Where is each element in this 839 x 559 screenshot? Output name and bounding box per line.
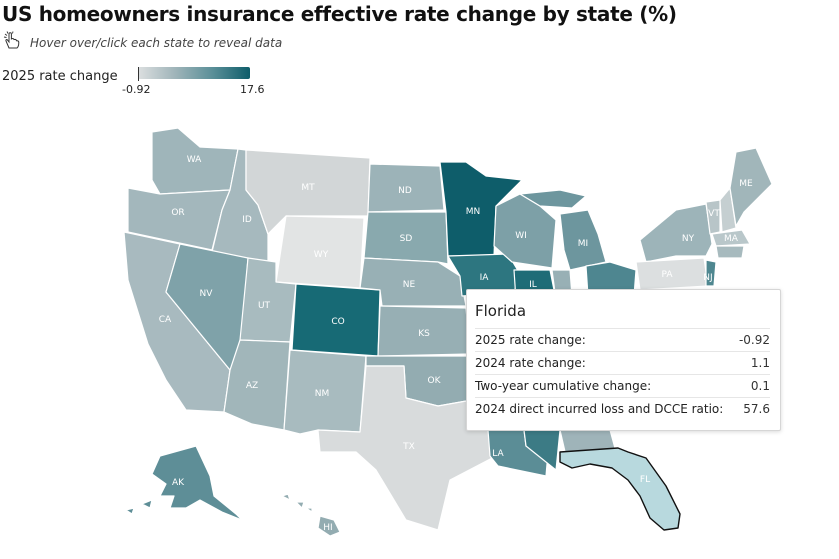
state-nh[interactable]: [719, 187, 737, 233]
label-ks: KS: [418, 329, 430, 339]
label-ok: OK: [428, 376, 442, 386]
state-ma[interactable]: [711, 229, 751, 247]
label-wa: WA: [187, 155, 202, 165]
label-wi: WI: [515, 231, 527, 241]
state-tx[interactable]: [317, 365, 497, 531]
state-hi[interactable]: [317, 515, 341, 537]
label-ne: NE: [403, 280, 416, 290]
pointer-hand-icon: [2, 30, 24, 55]
label-il: IL: [529, 280, 537, 290]
state-upper-mi[interactable]: [519, 189, 587, 209]
state-mi[interactable]: [559, 209, 607, 271]
label-hi: HI: [323, 523, 332, 533]
label-mi: MI: [578, 239, 588, 249]
tooltip-row-value: -0.92: [738, 333, 770, 347]
legend-color-scale: [138, 67, 250, 79]
tooltip-title: Florida: [475, 302, 527, 320]
state-vt[interactable]: [705, 199, 721, 235]
chart-title: US homeowners insurance effective rate c…: [2, 2, 677, 26]
state-fl[interactable]: [559, 447, 681, 531]
state-ne[interactable]: [359, 257, 467, 307]
label-me: ME: [739, 179, 753, 189]
label-vt: VT: [708, 209, 720, 219]
label-la: LA: [492, 449, 504, 459]
label-tx: TX: [402, 442, 415, 452]
label-co: CO: [331, 317, 344, 327]
tooltip-row-label: 2024 direct incurred loss and DCCE ratio…: [475, 402, 724, 416]
tooltip-row-label: Two-year cumulative change:: [475, 379, 652, 393]
state-me[interactable]: [729, 147, 773, 227]
tooltip-row-value: 1.1: [750, 356, 770, 370]
hint-text: Hover over/click each state to reveal da…: [30, 35, 283, 50]
state-hi-islands[interactable]: [281, 493, 313, 513]
tooltip-row: 2024 direct incurred loss and DCCE ratio…: [475, 397, 770, 420]
state-nd[interactable]: [367, 163, 445, 213]
label-nv: NV: [200, 289, 214, 299]
tooltip-row-value: 57.6: [743, 402, 770, 416]
legend-max: 17.6: [240, 83, 265, 96]
state-tooltip: Florida 2025 rate change: -0.92 2024 rat…: [466, 289, 781, 431]
tooltip-row-value: 0.1: [750, 379, 770, 393]
label-az: AZ: [246, 381, 258, 391]
state-ak-chain[interactable]: [125, 499, 153, 515]
legend-marker: [138, 67, 139, 81]
legend-min: -0.92: [122, 83, 151, 96]
label-or: OR: [171, 208, 184, 218]
label-ak: AK: [172, 478, 185, 488]
label-nd: ND: [398, 186, 412, 196]
label-nj: NJ: [703, 273, 712, 283]
state-sd[interactable]: [363, 211, 449, 265]
state-ak[interactable]: [151, 445, 243, 521]
hint: Hover over/click each state to reveal da…: [2, 30, 282, 55]
label-ia: IA: [480, 273, 490, 283]
state-ny[interactable]: [639, 203, 713, 263]
tooltip-row-label: 2024 rate change:: [475, 356, 586, 370]
label-nm: NM: [315, 389, 330, 399]
tooltip-row: 2025 rate change: -0.92: [475, 328, 770, 351]
label-mt: MT: [301, 183, 315, 193]
legend-label: 2025 rate change: [2, 69, 118, 84]
label-ut: UT: [258, 301, 271, 311]
label-pa: PA: [661, 270, 673, 280]
label-sd: SD: [400, 234, 413, 244]
label-mn: MN: [466, 207, 481, 217]
label-ny: NY: [682, 234, 695, 244]
state-nj[interactable]: [705, 259, 717, 287]
tooltip-row: 2024 rate change: 1.1: [475, 351, 770, 374]
tooltip-row-label: 2025 rate change:: [475, 333, 586, 347]
label-ca: CA: [159, 315, 172, 325]
state-ct-ri[interactable]: [715, 245, 745, 259]
tooltip-row: Two-year cumulative change: 0.1: [475, 374, 770, 397]
label-id: ID: [242, 215, 252, 225]
label-fl: FL: [640, 475, 650, 485]
state-az[interactable]: [223, 339, 291, 431]
label-wy: WY: [314, 250, 329, 260]
label-ma: MA: [724, 234, 739, 244]
